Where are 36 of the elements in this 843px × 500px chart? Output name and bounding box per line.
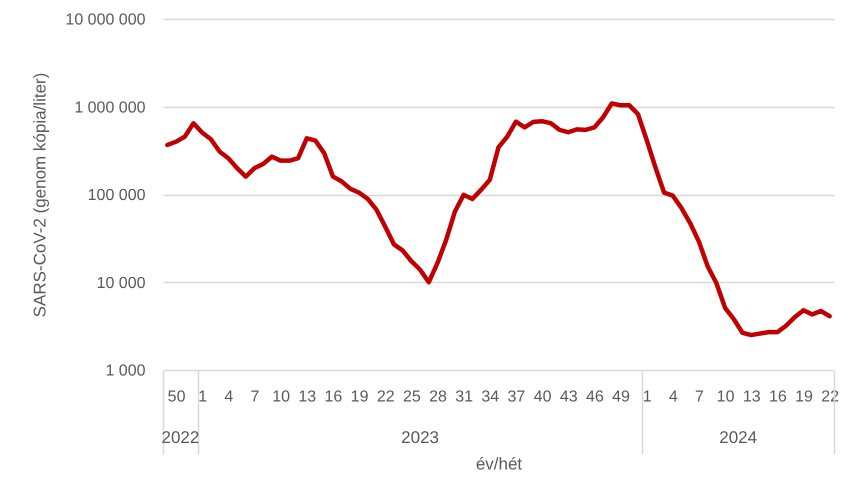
x-tick-label: 19 (350, 388, 369, 406)
x-tick-label: 4 (668, 388, 678, 406)
x-axis-title: év/hét (476, 454, 522, 474)
x-tick-label: 16 (768, 388, 787, 406)
x-tick-label: 7 (250, 388, 260, 406)
text: 2022 (162, 428, 200, 447)
x-tick-label: 31 (455, 388, 474, 406)
text: 2024 (719, 428, 758, 447)
line-series (165, 101, 832, 338)
x-tick-label: 13 (298, 388, 316, 406)
x-tick-label: 13 (742, 388, 761, 406)
x-tick-label: 28 (429, 388, 447, 406)
x-tick-label: 34 (481, 388, 500, 406)
x-tick-label: 19 (795, 388, 813, 406)
y-tick-label: 1 000 000 (74, 99, 146, 116)
y-tick-label: 10 000 000 (65, 12, 146, 28)
x-tick-label: 10 (272, 388, 290, 406)
x-tick-label: 50 (168, 388, 186, 406)
x-tick-label: 25 (402, 388, 421, 406)
x-tick-label: 46 (586, 388, 604, 406)
x-tick-label: 16 (324, 388, 342, 406)
x-tick-label: 49 (612, 388, 630, 406)
x-tick-label: 1 (642, 388, 652, 406)
y-tick-label: 10 000 (96, 274, 146, 292)
x-tick-label: 40 (534, 388, 552, 406)
x-tick-label: 10 (716, 388, 735, 406)
x-tick-label: 7 (694, 388, 704, 406)
x-tick-label: 22 (376, 388, 395, 406)
y-tick-label: 1 000 (105, 362, 146, 380)
y-tick-label: 100 000 (88, 187, 146, 204)
x-tick-label: 43 (560, 388, 578, 406)
x-tick-label: 37 (508, 388, 526, 406)
x-tick-label: 4 (224, 388, 234, 406)
y-axis-title: SARS-CoV-2 (genom kópia/liter) (30, 72, 50, 318)
text: 2023 (401, 428, 439, 447)
x-tick-label: 1 (198, 388, 208, 406)
